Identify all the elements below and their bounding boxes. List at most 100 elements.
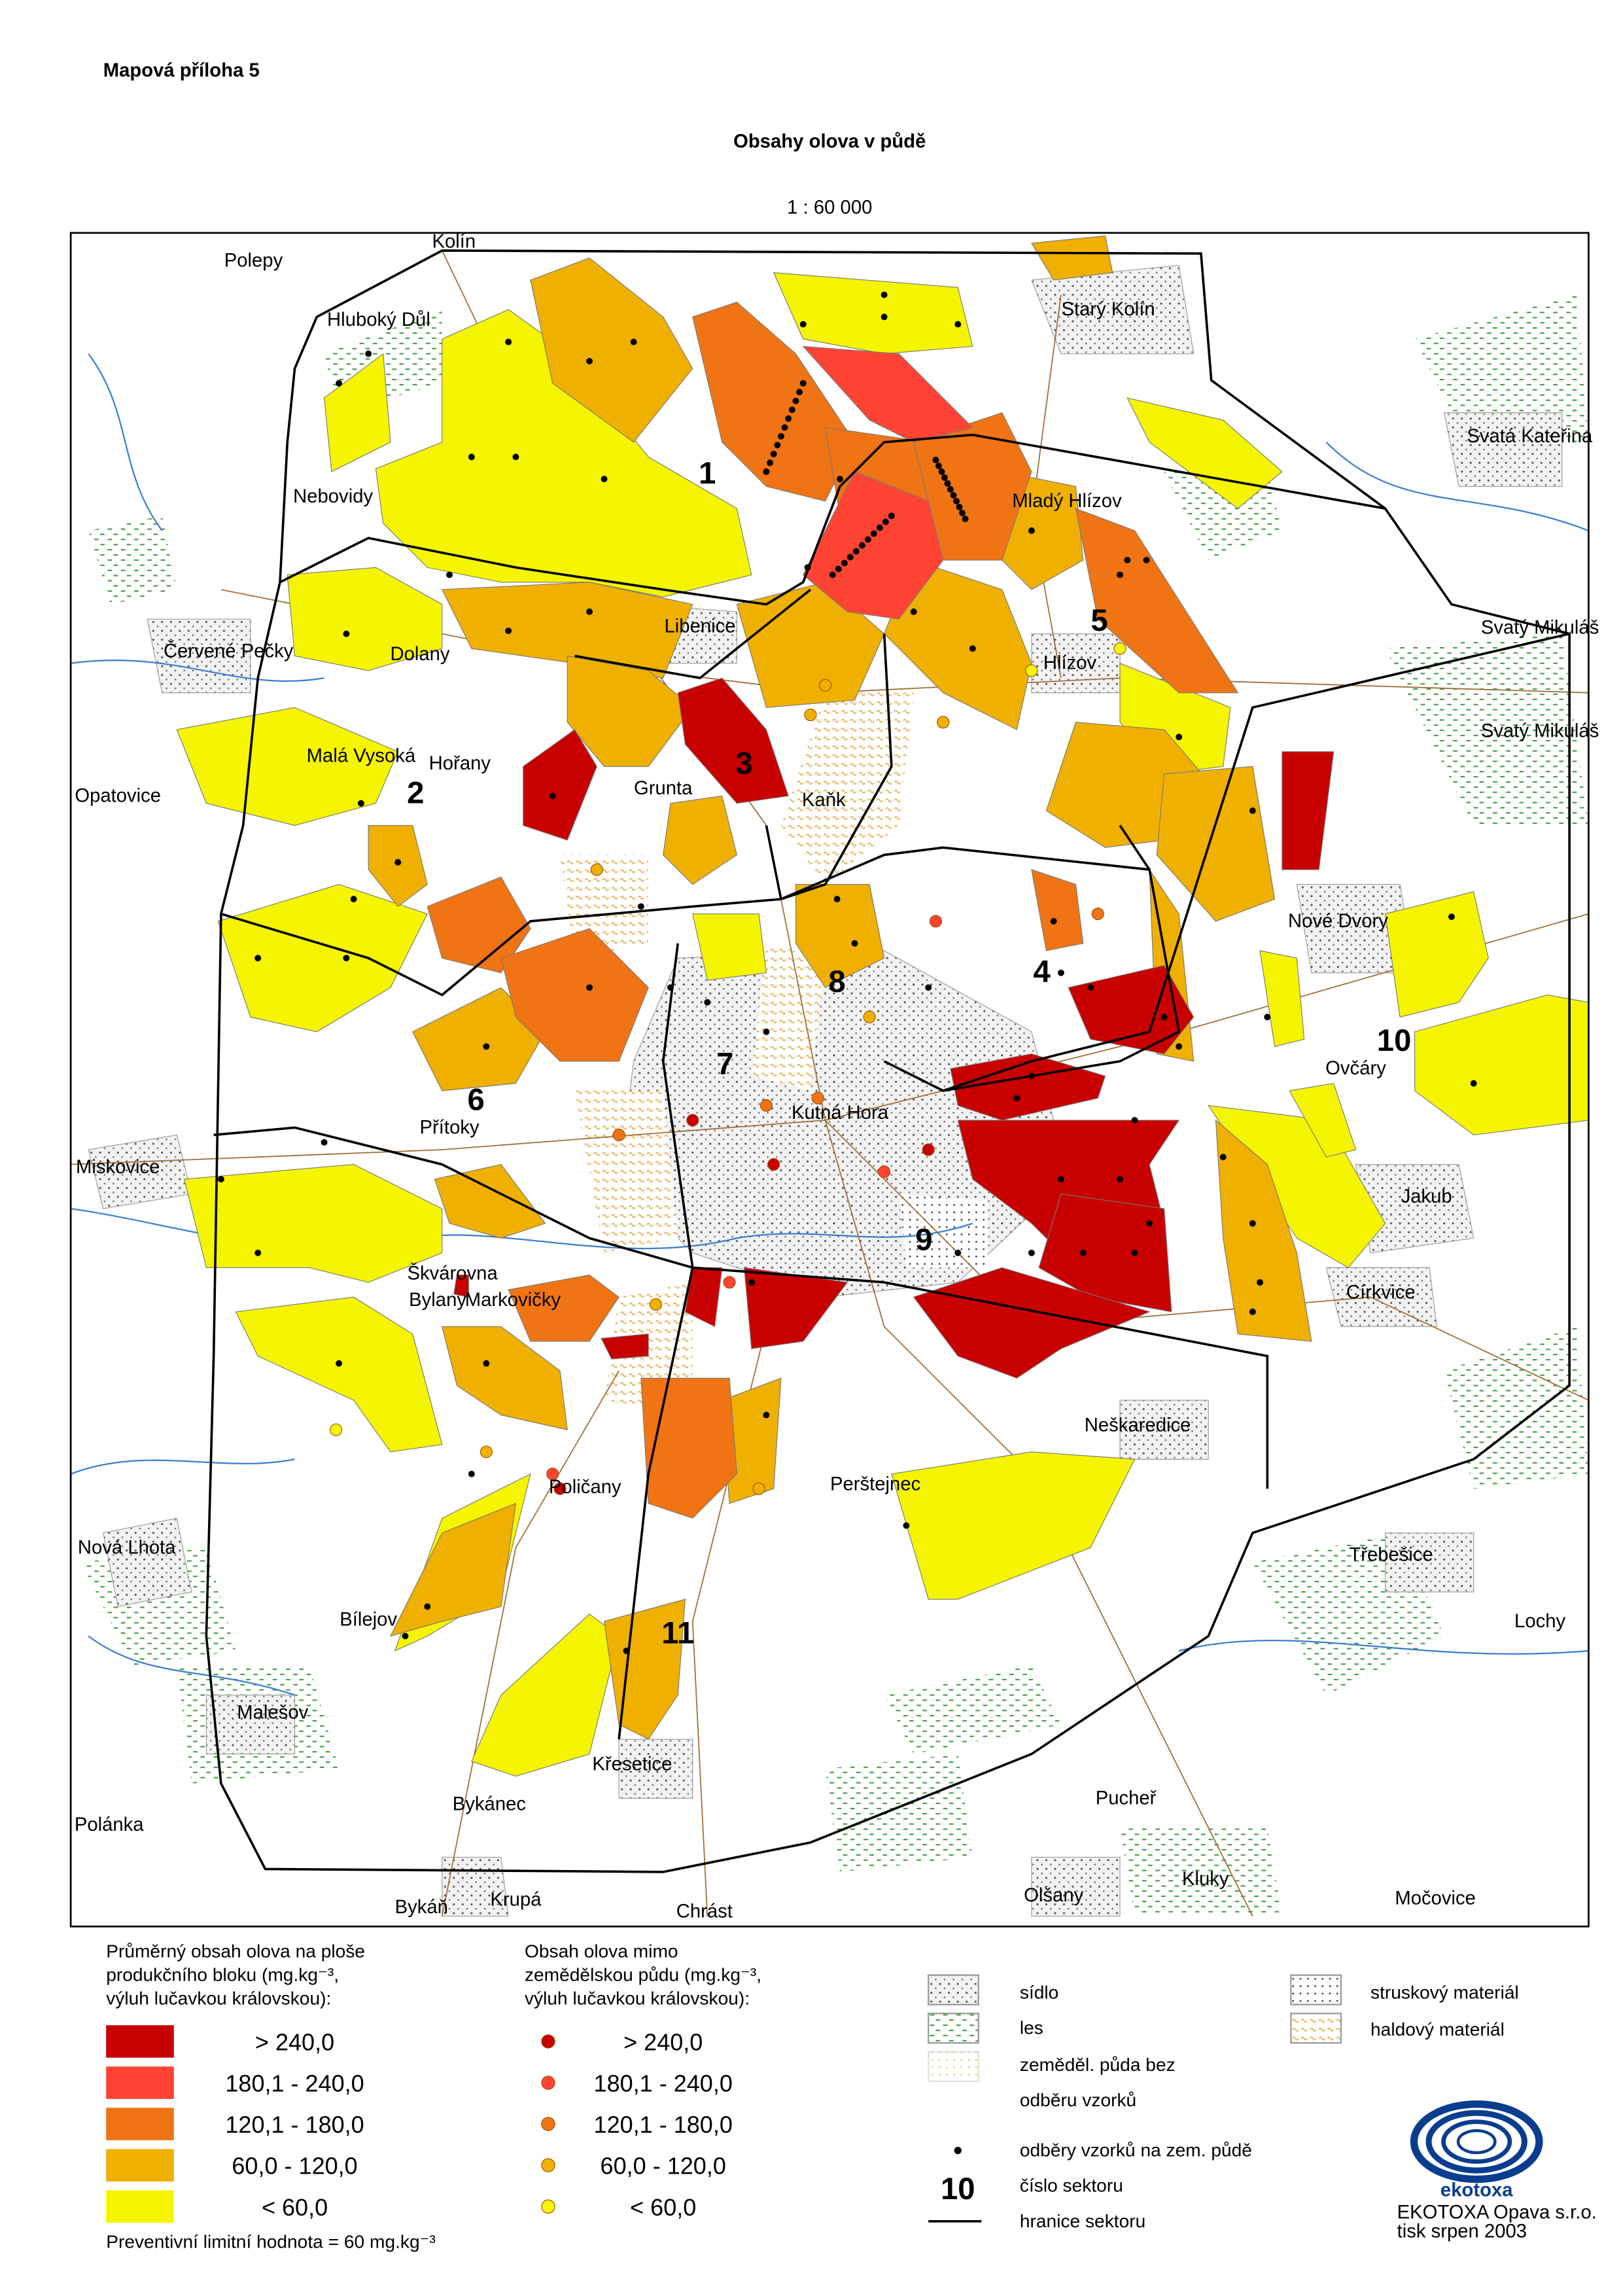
sample-point — [468, 453, 475, 461]
production-block — [1414, 994, 1589, 1136]
production-block — [603, 1598, 686, 1740]
sector-border — [205, 249, 1571, 1873]
sample-point — [785, 415, 792, 422]
logo-company: EKOTOXA Opava s.r.o. — [1397, 2201, 1597, 2223]
legend-label: > 240,0 — [623, 2028, 703, 2055]
sample-point — [799, 380, 807, 387]
legend-swatch — [1290, 1974, 1342, 2005]
legend-dot — [541, 2199, 555, 2214]
place-name: Jakub — [1401, 1186, 1452, 1207]
place-name: Přítoky — [420, 1116, 479, 1138]
sample-point — [935, 462, 942, 469]
sample-point — [365, 350, 372, 357]
outside-sample — [612, 1128, 625, 1142]
sample-point — [938, 468, 945, 475]
stream — [88, 353, 163, 531]
sample-point — [601, 476, 608, 483]
place-name: Kaňk — [802, 789, 846, 811]
sample-point — [254, 1249, 262, 1256]
sample-point — [350, 896, 357, 903]
sector-number: 10 — [1377, 1023, 1412, 1058]
place-name: Chrást — [676, 1901, 733, 1922]
sample-point — [343, 955, 350, 962]
sample-point — [954, 1249, 962, 1256]
production-block — [324, 353, 391, 472]
logo-ring — [1425, 2110, 1527, 2174]
sample-point — [799, 321, 807, 328]
place-name: Polánka — [75, 1814, 144, 1835]
settlement — [1031, 1856, 1121, 1917]
production-block — [1215, 1119, 1312, 1342]
sample-point — [1087, 984, 1094, 991]
sample-point — [1470, 1080, 1477, 1087]
legend-dot — [954, 2147, 962, 2155]
sample-point — [876, 524, 883, 531]
sample-point — [1264, 1014, 1271, 1021]
sample-point — [483, 1360, 490, 1367]
logo-ring — [1410, 2100, 1543, 2183]
sample-point — [770, 450, 777, 457]
sample-point — [1013, 1095, 1020, 1102]
place-name: Bykáň — [395, 1896, 448, 1918]
legend-swatch — [106, 2025, 174, 2058]
place-name: Pucheř — [1096, 1787, 1157, 1809]
sample-point — [1028, 1072, 1035, 1080]
production-block — [913, 1267, 1151, 1379]
legend: Průměrný obsah olova na ploše produkčního… — [106, 1941, 1597, 2252]
map-body — [71, 232, 1589, 1927]
production-block — [434, 1163, 546, 1239]
place-name: Olšany — [1024, 1884, 1083, 1906]
place-name: Církvice — [1346, 1282, 1416, 1303]
sample-point — [549, 792, 556, 800]
production-block — [1075, 508, 1239, 694]
legend-label: odběru vzorků — [1020, 2090, 1136, 2110]
sample-point — [505, 627, 512, 635]
sample-point — [858, 542, 865, 549]
legend-heading: produkčního bloku (mg.kg⁻³, — [106, 1965, 339, 1985]
legend-heading: výluh lučavkou královskou): — [525, 1988, 750, 2009]
outside-sample — [759, 1099, 773, 1112]
forest — [1444, 1326, 1589, 1489]
legend-dot — [541, 2117, 555, 2131]
dump-material — [751, 943, 826, 1091]
production-block — [677, 677, 789, 804]
settlement — [1031, 264, 1194, 355]
sample-point — [1058, 969, 1064, 976]
sample-point — [1050, 917, 1057, 925]
place-name: Křesetice — [592, 1753, 672, 1775]
sector-number: 2 — [407, 776, 424, 811]
forest — [884, 1665, 1061, 1754]
place-name: Červené Pečky — [164, 640, 294, 662]
sample-point — [1028, 1249, 1035, 1256]
sector-number: 6 — [467, 1082, 484, 1117]
place-name: Bykánec — [453, 1793, 526, 1814]
legend-heading: zemědělskou půdu (mg.kg⁻³, — [525, 1965, 761, 1985]
sample-point — [1131, 1117, 1138, 1123]
sample-point — [321, 1139, 328, 1146]
sample-point — [623, 1648, 630, 1654]
outside-sample — [590, 863, 603, 876]
settlement — [103, 1517, 192, 1608]
sample-point — [1257, 1279, 1264, 1286]
sector-number: 3 — [735, 747, 752, 781]
sample-point — [777, 433, 784, 440]
sample-point — [505, 338, 512, 345]
sample-point — [774, 442, 781, 449]
legend-label: les — [1020, 2018, 1043, 2038]
legend-label: < 60,0 — [262, 2194, 328, 2221]
sample-point — [637, 903, 644, 910]
production-block — [453, 1275, 469, 1298]
legend-label: 120,1 - 180,0 — [225, 2111, 364, 2138]
outside-sample — [1113, 642, 1126, 655]
sample-point — [792, 397, 799, 404]
sample-point — [763, 1411, 770, 1419]
sample-point — [932, 456, 939, 463]
sample-point — [1117, 1176, 1124, 1183]
sheet-label: Mapová příloha 5 — [103, 60, 260, 81]
settlement — [1325, 1267, 1438, 1327]
outside-sample — [863, 1010, 876, 1023]
place-name: Bílejov — [340, 1609, 397, 1631]
sample-point — [217, 1176, 224, 1183]
place-name: Malešov — [237, 1702, 308, 1723]
place-name: Bylany — [409, 1289, 466, 1311]
